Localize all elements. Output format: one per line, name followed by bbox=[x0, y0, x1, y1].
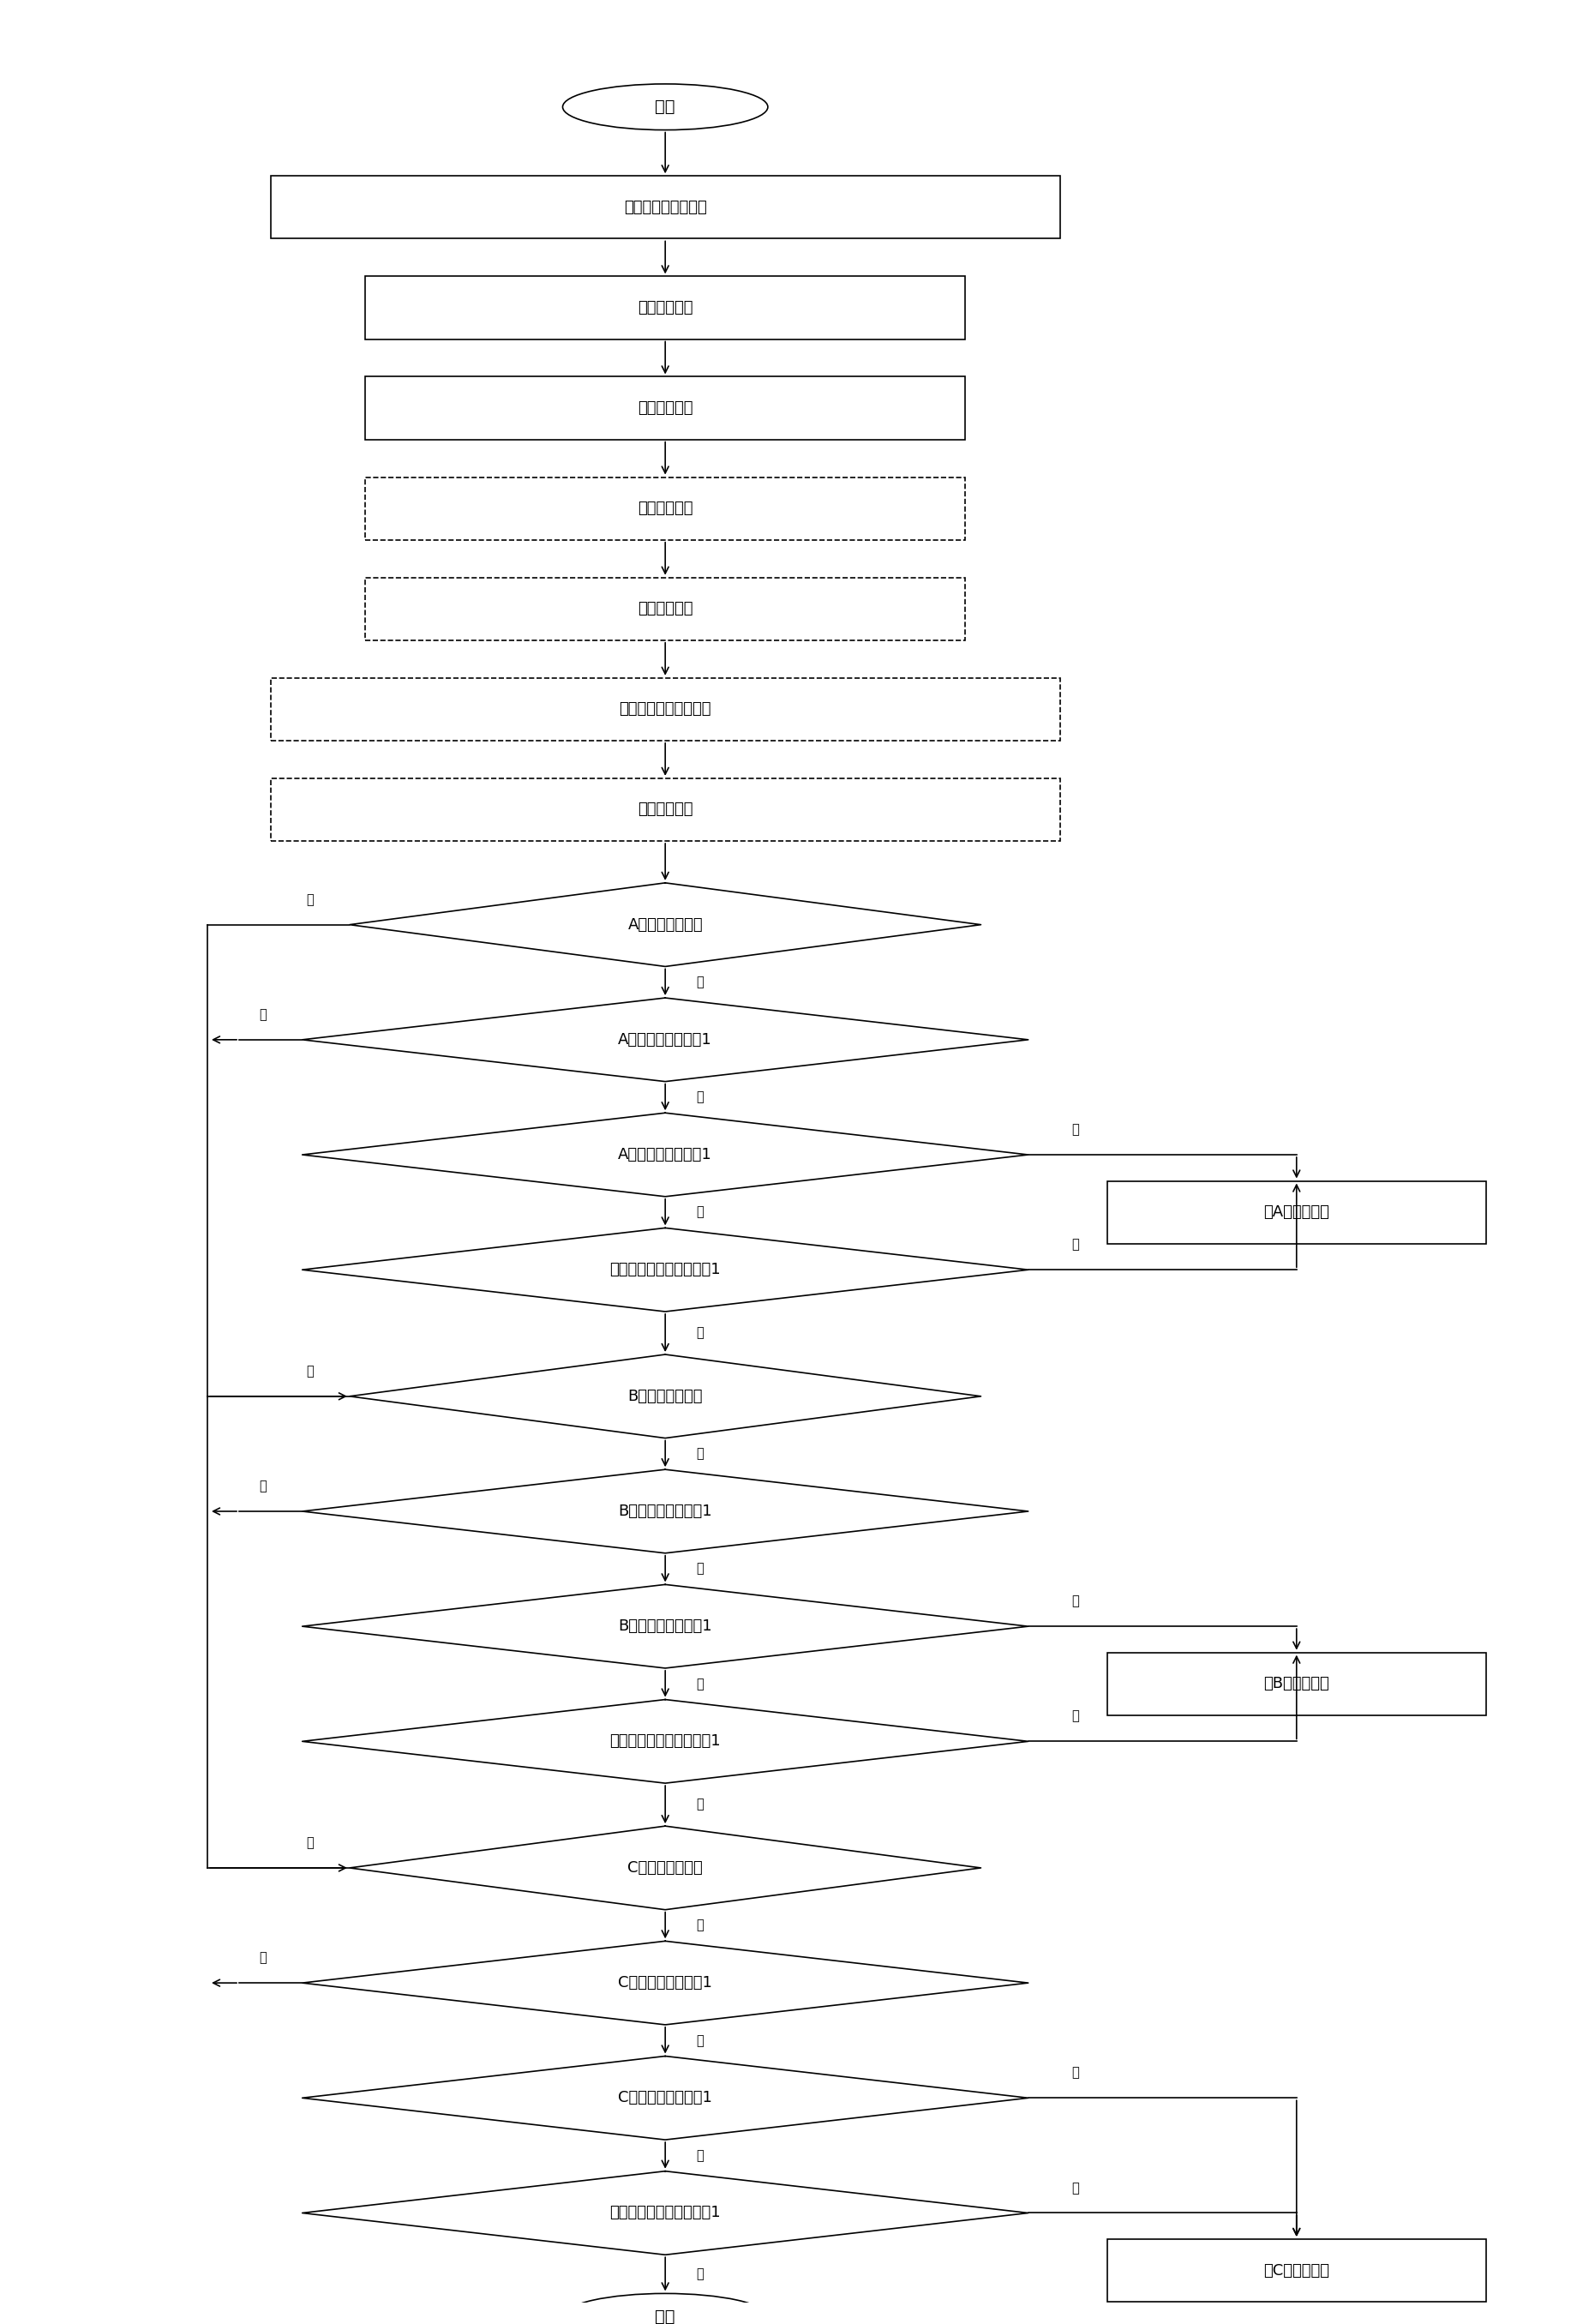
Polygon shape bbox=[302, 1585, 1029, 1669]
Text: C相谐波增大信号为1: C相谐波增大信号为1 bbox=[617, 2089, 712, 2106]
Text: B相比率差动动作: B相比率差动动作 bbox=[628, 1387, 703, 1404]
Polygon shape bbox=[302, 1227, 1029, 1311]
Text: 开始: 开始 bbox=[655, 100, 676, 116]
Text: 是: 是 bbox=[697, 1678, 704, 1690]
Text: 采样、计算各侧电流: 采样、计算各侧电流 bbox=[624, 200, 706, 216]
Text: 否: 否 bbox=[697, 1090, 704, 1104]
Text: A相谐波增大信号为1: A相谐波增大信号为1 bbox=[619, 1148, 712, 1162]
Polygon shape bbox=[302, 2171, 1029, 2254]
Polygon shape bbox=[302, 1699, 1029, 1783]
Text: 是: 是 bbox=[260, 1009, 266, 1020]
FancyBboxPatch shape bbox=[271, 679, 1059, 741]
Text: C相谐波制动信号为1: C相谐波制动信号为1 bbox=[617, 1975, 712, 1992]
Text: 否: 否 bbox=[697, 2034, 704, 2047]
FancyBboxPatch shape bbox=[271, 779, 1059, 841]
Text: 适时或门谐波制动判断: 适时或门谐波制动判断 bbox=[619, 702, 711, 718]
Text: 否: 否 bbox=[1072, 1594, 1080, 1608]
Polygon shape bbox=[302, 2057, 1029, 2140]
Text: 否: 否 bbox=[1072, 2182, 1080, 2194]
FancyBboxPatch shape bbox=[366, 376, 966, 439]
Text: 是: 是 bbox=[697, 1920, 704, 1931]
Polygon shape bbox=[302, 1113, 1029, 1197]
Text: 适时或门谐波制动信号为1: 适时或门谐波制动信号为1 bbox=[609, 2205, 720, 2222]
Text: 适时或门谐波制动信号为1: 适时或门谐波制动信号为1 bbox=[609, 1734, 720, 1750]
Text: A相谐波制动信号为1: A相谐波制动信号为1 bbox=[619, 1032, 712, 1048]
Text: 是: 是 bbox=[697, 1327, 704, 1339]
Polygon shape bbox=[350, 1355, 981, 1439]
Text: 是: 是 bbox=[697, 1799, 704, 1810]
Text: C相比率差动动作: C相比率差动动作 bbox=[627, 1859, 703, 1875]
Polygon shape bbox=[302, 997, 1029, 1081]
Text: 是: 是 bbox=[697, 2150, 704, 2161]
Text: 发B相跳闸信号: 发B相跳闸信号 bbox=[1263, 1676, 1330, 1692]
Text: 是: 是 bbox=[697, 976, 704, 988]
Text: 是: 是 bbox=[260, 1952, 266, 1964]
Text: B相谐波制动信号为1: B相谐波制动信号为1 bbox=[619, 1504, 712, 1520]
Polygon shape bbox=[350, 1827, 981, 1910]
Text: 否: 否 bbox=[307, 1364, 313, 1378]
Text: 否: 否 bbox=[1072, 2066, 1080, 2080]
FancyBboxPatch shape bbox=[1107, 1181, 1486, 1243]
Text: 谐波制动计算: 谐波制动计算 bbox=[638, 400, 693, 416]
Text: 否: 否 bbox=[697, 1562, 704, 1576]
Polygon shape bbox=[302, 1941, 1029, 2024]
Text: 发C相跳闸信号: 发C相跳闸信号 bbox=[1263, 2264, 1330, 2278]
Text: 否: 否 bbox=[1072, 1239, 1080, 1250]
Text: A相比率差动动作: A相比率差动动作 bbox=[628, 918, 703, 932]
FancyBboxPatch shape bbox=[1107, 2238, 1486, 2301]
Ellipse shape bbox=[562, 84, 768, 130]
Text: 否: 否 bbox=[1072, 1122, 1080, 1136]
Text: 是: 是 bbox=[697, 2268, 704, 2280]
Text: 区外故障判断: 区外故障判断 bbox=[638, 602, 693, 616]
Text: 返回: 返回 bbox=[655, 2308, 676, 2324]
Text: B相谐波增大信号为1: B相谐波增大信号为1 bbox=[619, 1618, 712, 1634]
Text: 否: 否 bbox=[307, 892, 313, 906]
Text: 是: 是 bbox=[697, 1448, 704, 1459]
Text: 合闸条件判断: 合闸条件判断 bbox=[638, 500, 693, 516]
FancyBboxPatch shape bbox=[1107, 1652, 1486, 1715]
Polygon shape bbox=[350, 883, 981, 967]
FancyBboxPatch shape bbox=[366, 576, 966, 639]
Text: 否: 否 bbox=[307, 1836, 313, 1850]
Text: 是: 是 bbox=[260, 1480, 266, 1492]
Text: 否: 否 bbox=[1072, 1710, 1080, 1722]
FancyBboxPatch shape bbox=[366, 277, 966, 339]
Text: 谐波增大判断: 谐波增大判断 bbox=[638, 802, 693, 818]
Polygon shape bbox=[302, 1469, 1029, 1552]
Text: 发A相跳闸信号: 发A相跳闸信号 bbox=[1263, 1204, 1330, 1220]
FancyBboxPatch shape bbox=[366, 476, 966, 539]
Text: 适时或门谐波制动信号为1: 适时或门谐波制动信号为1 bbox=[609, 1262, 720, 1278]
Text: 比率差动计算: 比率差动计算 bbox=[638, 300, 693, 316]
Ellipse shape bbox=[562, 2294, 768, 2324]
FancyBboxPatch shape bbox=[271, 177, 1059, 239]
Text: 是: 是 bbox=[697, 1206, 704, 1218]
